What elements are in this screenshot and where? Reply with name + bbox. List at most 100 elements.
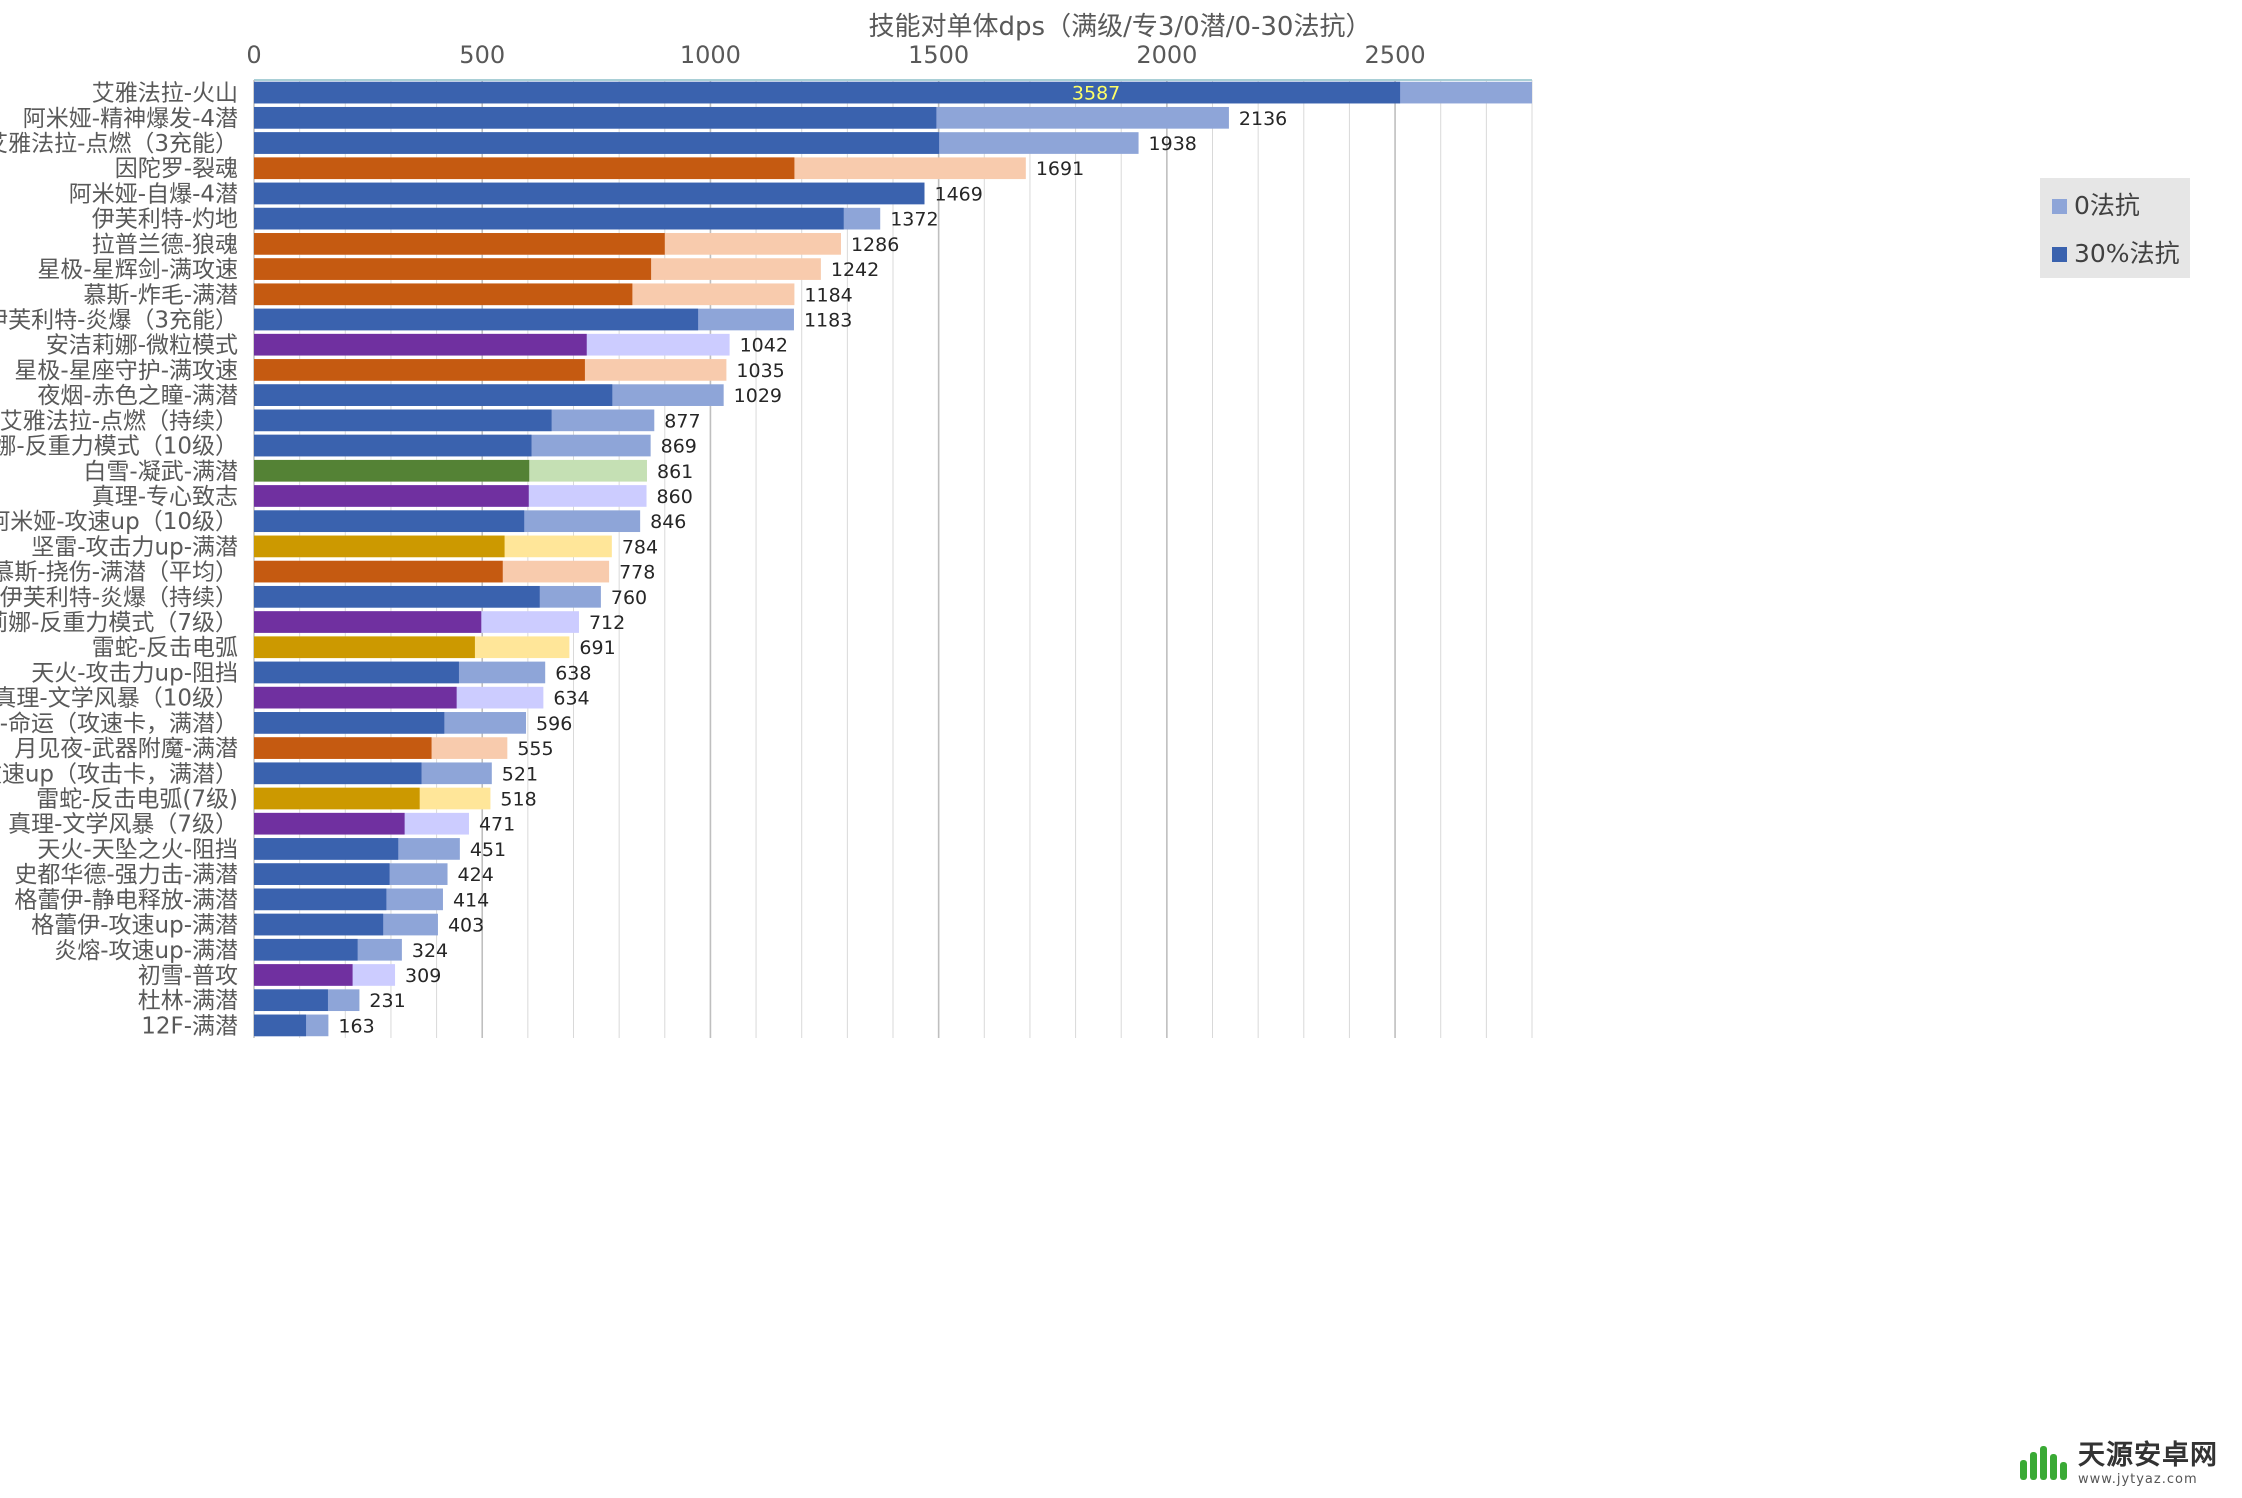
category-label: 12F-满潜 <box>141 1013 238 1039</box>
category-label: 天火-天坠之火-阻挡 <box>37 837 238 863</box>
data-label: 638 <box>555 662 591 684</box>
android-logo-icon <box>2020 1446 2067 1480</box>
bar-30-resist <box>254 207 844 230</box>
category-label: 雷蛇-反击电弧(7级) <box>36 787 238 813</box>
category-label: 真理-文学风暴（10级） <box>0 686 238 712</box>
data-label: 2136 <box>1239 108 1287 130</box>
x-tick-label: 1500 <box>908 41 969 69</box>
category-label: 天火-攻击力up-阻挡 <box>31 660 238 686</box>
data-label: 1691 <box>1036 158 1084 180</box>
bar-30-resist <box>254 434 532 457</box>
bar-30-resist <box>254 409 552 432</box>
bar-30-resist <box>254 737 432 759</box>
category-label: 杜林-满潜 <box>138 988 238 1014</box>
data-label: 1242 <box>831 259 879 281</box>
x-tick-label: 0 <box>246 41 261 69</box>
bar-30-resist <box>254 510 525 533</box>
data-label: 163 <box>338 1015 374 1037</box>
data-label: 403 <box>448 915 484 937</box>
category-labels: 艾雅法拉-火山阿米娅-精神爆发-4潜艾雅法拉-点燃（3充能）因陀罗-裂魂阿米娅-… <box>0 81 238 1040</box>
bar-30-resist <box>254 157 795 180</box>
bar-30-resist <box>254 712 445 734</box>
bar-30-resist <box>254 838 399 860</box>
bar-30-resist <box>254 459 530 482</box>
x-tick-label: 500 <box>459 41 505 69</box>
bar-30-resist <box>254 938 358 961</box>
bar-30-resist <box>254 686 457 709</box>
data-label: 784 <box>622 536 658 558</box>
watermark-name: 天源安卓网 <box>2078 1440 2218 1471</box>
category-label: 艾雅法拉-火山 <box>92 81 238 107</box>
data-label: 1042 <box>740 335 788 357</box>
category-label: 月见夜-武器附魔-满潜 <box>14 736 238 762</box>
data-label: 1372 <box>890 209 938 231</box>
data-label: 846 <box>650 511 686 533</box>
category-label: 真理-专心致志 <box>92 484 238 510</box>
category-label: 真理-文学风暴（7级） <box>8 812 238 838</box>
bar-30-resist <box>254 964 353 986</box>
data-label: 424 <box>458 864 494 886</box>
bar-30-resist <box>254 787 420 810</box>
data-label: 1035 <box>736 360 784 382</box>
category-label: 星极-星座守护-满攻速 <box>14 358 238 384</box>
category-label: 初雪-普攻 <box>138 963 238 989</box>
category-label: 格蕾伊-攻速up-满潜 <box>31 913 238 939</box>
category-label: 艾雅法拉-点燃（3充能） <box>0 131 238 157</box>
data-label: 471 <box>479 814 515 836</box>
category-label: 慕斯-挠伤-满潜（平均） <box>0 560 238 586</box>
bar-30-resist <box>254 888 387 911</box>
data-label: 634 <box>553 688 589 710</box>
bar-30-resist <box>254 359 585 381</box>
category-label: 伊芙利特-灼地 <box>92 207 238 233</box>
bar-30-resist <box>254 233 665 255</box>
category-label: 拉普兰德-狼魂 <box>92 232 238 258</box>
bar-30-resist <box>254 863 390 885</box>
category-label: 坚雷-攻击力up-满潜 <box>31 534 238 560</box>
category-label: 伊芙利特-炎爆（持续） <box>0 585 238 611</box>
bar-30-resist <box>254 989 328 1012</box>
bar-30-resist <box>254 611 482 633</box>
category-label: 艾雅法拉-点燃（持续） <box>0 408 238 434</box>
category-label: 白雪-凝武-满潜 <box>83 459 238 485</box>
data-label: 231 <box>369 990 405 1012</box>
data-label: 712 <box>589 612 625 634</box>
bars <box>254 81 1532 1037</box>
watermark-url: www.jytyaz.com <box>2078 1472 2198 1487</box>
category-label: 史都华德-强力击-满潜 <box>14 862 238 888</box>
data-label: 1029 <box>734 385 782 407</box>
data-label: 1938 <box>1149 133 1197 155</box>
data-label: 596 <box>536 713 572 735</box>
watermark: 天源安卓网 www.jytyaz.com <box>2018 1438 2228 1490</box>
legend-label-30-resist: 30%法抗 <box>2074 239 2180 268</box>
data-label: 691 <box>579 637 615 659</box>
legend-swatch-30-resist <box>2052 247 2067 262</box>
bar-30-resist <box>254 1014 307 1037</box>
legend: 0法抗 30%法抗 <box>2040 178 2190 278</box>
data-label: 1183 <box>804 310 852 332</box>
bar-30-resist <box>254 485 529 507</box>
data-label: 1184 <box>804 284 852 306</box>
legend-swatch-0-resist <box>2052 199 2067 214</box>
data-label: 521 <box>502 763 538 785</box>
bar-30-resist <box>254 132 940 154</box>
bar-30-resist <box>254 560 503 583</box>
bar-30-resist <box>254 913 384 936</box>
category-label: 星极-星辉剑-满攻速 <box>37 257 238 283</box>
category-label: 阿米娅-攻速up（10级） <box>0 509 238 535</box>
category-label: 安洁莉娜-反重力模式（10级） <box>0 434 238 460</box>
data-label: 1469 <box>934 183 982 205</box>
data-label: 861 <box>657 461 693 483</box>
category-label: 安洁莉娜-微粒模式 <box>46 333 238 359</box>
category-label: 远山-攻速up（攻击卡，满潜） <box>0 761 238 787</box>
data-label: 877 <box>664 410 700 432</box>
x-tick-label: 2000 <box>1136 41 1197 69</box>
data-label: 518 <box>500 789 536 811</box>
data-label: 451 <box>470 839 506 861</box>
data-label: 778 <box>619 562 655 584</box>
bar-30-resist <box>254 283 633 306</box>
bar-30-resist <box>254 762 422 785</box>
x-axis-ticks: 0 500 1000 1500 2000 2500 <box>246 41 1425 69</box>
legend-label-0-resist: 0法抗 <box>2074 191 2140 220</box>
bar-30-resist <box>254 81 1401 104</box>
